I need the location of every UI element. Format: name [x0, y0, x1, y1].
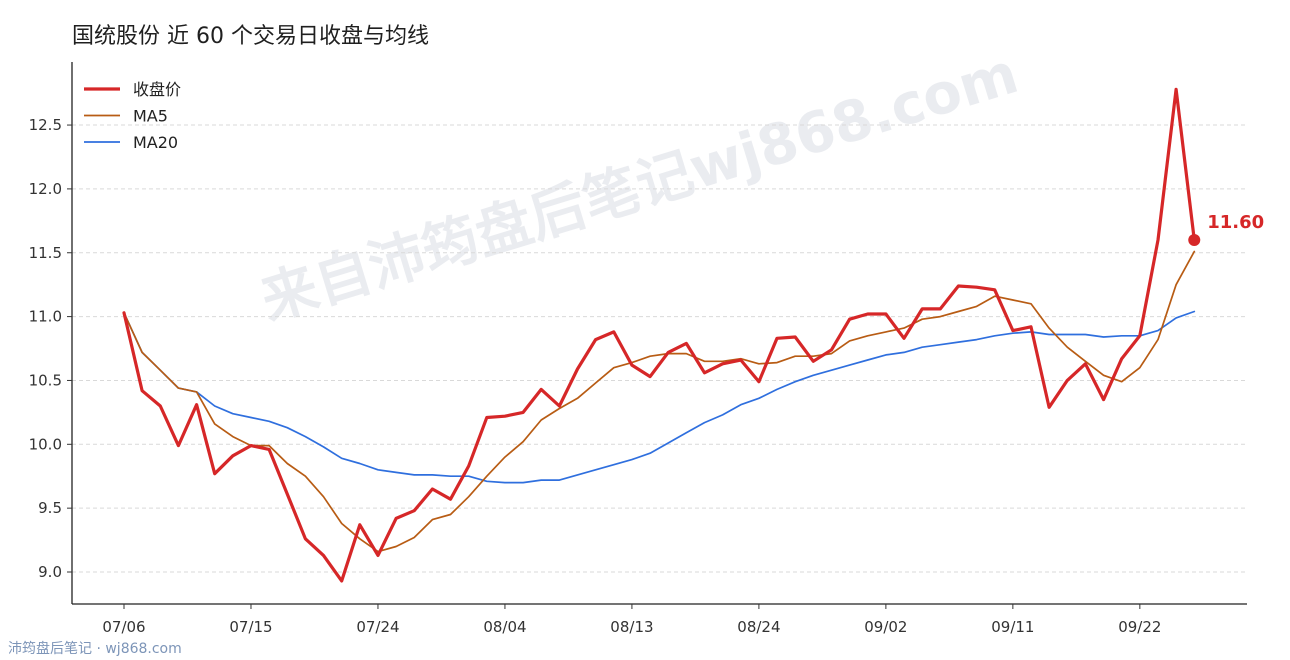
- series-ma5-line: [123, 250, 1196, 553]
- x-axis-ticks: 07/06 07/15 07/24 08/04 08/13 08/24 09/02 09/11…: [102, 604, 1161, 636]
- x-tick-label: 07/06: [102, 618, 145, 636]
- y-tick-label: 10.0: [29, 435, 62, 453]
- x-tick-label: 09/02: [864, 618, 907, 636]
- last-value-label: 11.60: [1207, 212, 1264, 233]
- x-tick-label: 08/13: [610, 618, 653, 636]
- legend-label-ma20: MA20: [133, 133, 178, 152]
- y-tick-label: 11.5: [29, 244, 62, 262]
- footer-credit: 沛筠盘后笔记 · wj868.com: [8, 641, 182, 657]
- y-tick-label: 12.0: [29, 180, 62, 198]
- x-tick-label: 09/22: [1118, 618, 1161, 636]
- x-tick-label: 08/04: [483, 618, 526, 636]
- y-tick-label: 9.0: [38, 563, 62, 581]
- x-tick-label: 07/15: [229, 618, 272, 636]
- x-tick-label: 07/24: [356, 618, 399, 636]
- series-lines: 11.60: [122, 87, 1264, 583]
- legend: 收盘价 MA5 MA20: [84, 80, 181, 152]
- y-tick-label: 10.5: [29, 371, 62, 389]
- y-axis-ticks: 9.0 9.5 10.0 10.5 11.0 11.5 12.0 12.5: [29, 116, 72, 581]
- x-tick-label: 09/11: [991, 618, 1034, 636]
- watermark: 来自沛筠盘后笔记wj868.com: [254, 41, 1026, 333]
- legend-label-close: 收盘价: [133, 80, 181, 99]
- axes: [71, 62, 1247, 605]
- last-point-marker: [1188, 233, 1201, 246]
- y-tick-label: 11.0: [29, 308, 62, 326]
- y-tick-label: 9.5: [38, 499, 62, 517]
- series-ma20-line: [123, 310, 1196, 484]
- legend-label-ma5: MA5: [133, 107, 168, 126]
- x-tick-label: 08/24: [737, 618, 780, 636]
- y-tick-label: 12.5: [29, 116, 62, 134]
- series-close-line: [122, 87, 1196, 583]
- chart-title: 国统股份 近 60 个交易日收盘与均线: [72, 24, 429, 49]
